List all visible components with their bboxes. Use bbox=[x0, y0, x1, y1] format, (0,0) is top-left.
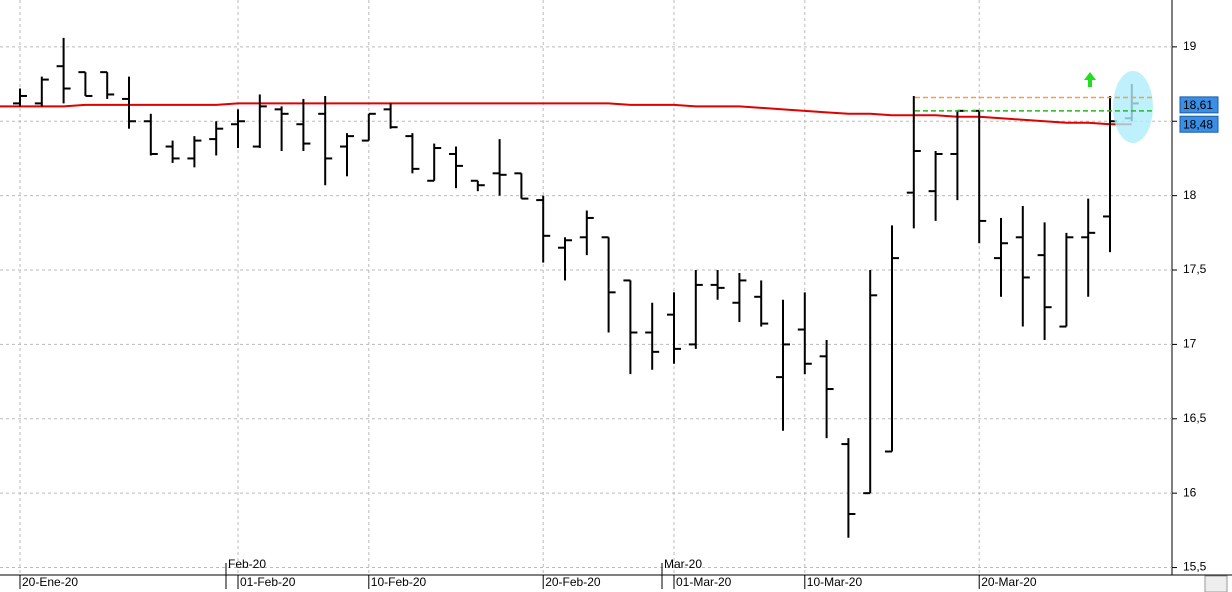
x-tick-label: 10-Feb-20 bbox=[371, 575, 427, 589]
x-tick-label: 20-Ene-20 bbox=[22, 575, 78, 589]
price-label: 18,48 bbox=[1183, 117, 1213, 131]
price-label-box bbox=[1179, 115, 1219, 133]
highlight bbox=[1113, 71, 1153, 143]
month-label: Mar-20 bbox=[664, 557, 702, 571]
y-tick-label: 18 bbox=[1183, 188, 1197, 202]
y-tick-label: 15,5 bbox=[1183, 560, 1207, 574]
y-tick-label: 16 bbox=[1183, 485, 1197, 499]
x-tick-label: 01-Mar-20 bbox=[676, 575, 732, 589]
y-tick-label: 17 bbox=[1183, 337, 1197, 351]
x-tick-label: 20-Mar-20 bbox=[981, 575, 1037, 589]
price-label-box bbox=[1179, 96, 1219, 114]
x-tick-label: 20-Feb-20 bbox=[545, 575, 601, 589]
x-tick-label: 10-Mar-20 bbox=[807, 575, 863, 589]
up-arrow bbox=[1084, 72, 1096, 87]
y-tick-label: 19 bbox=[1183, 39, 1197, 53]
month-label: Feb-20 bbox=[228, 557, 266, 571]
x-tick-label: 01-Feb-20 bbox=[240, 575, 296, 589]
corner-icon bbox=[1204, 575, 1228, 592]
y-tick-label: 16,5 bbox=[1183, 411, 1207, 425]
price-label: 18,61 bbox=[1183, 98, 1213, 112]
plot bbox=[0, 0, 1172, 575]
y-tick-label: 17,5 bbox=[1183, 262, 1207, 276]
moving-average bbox=[0, 102, 1132, 126]
